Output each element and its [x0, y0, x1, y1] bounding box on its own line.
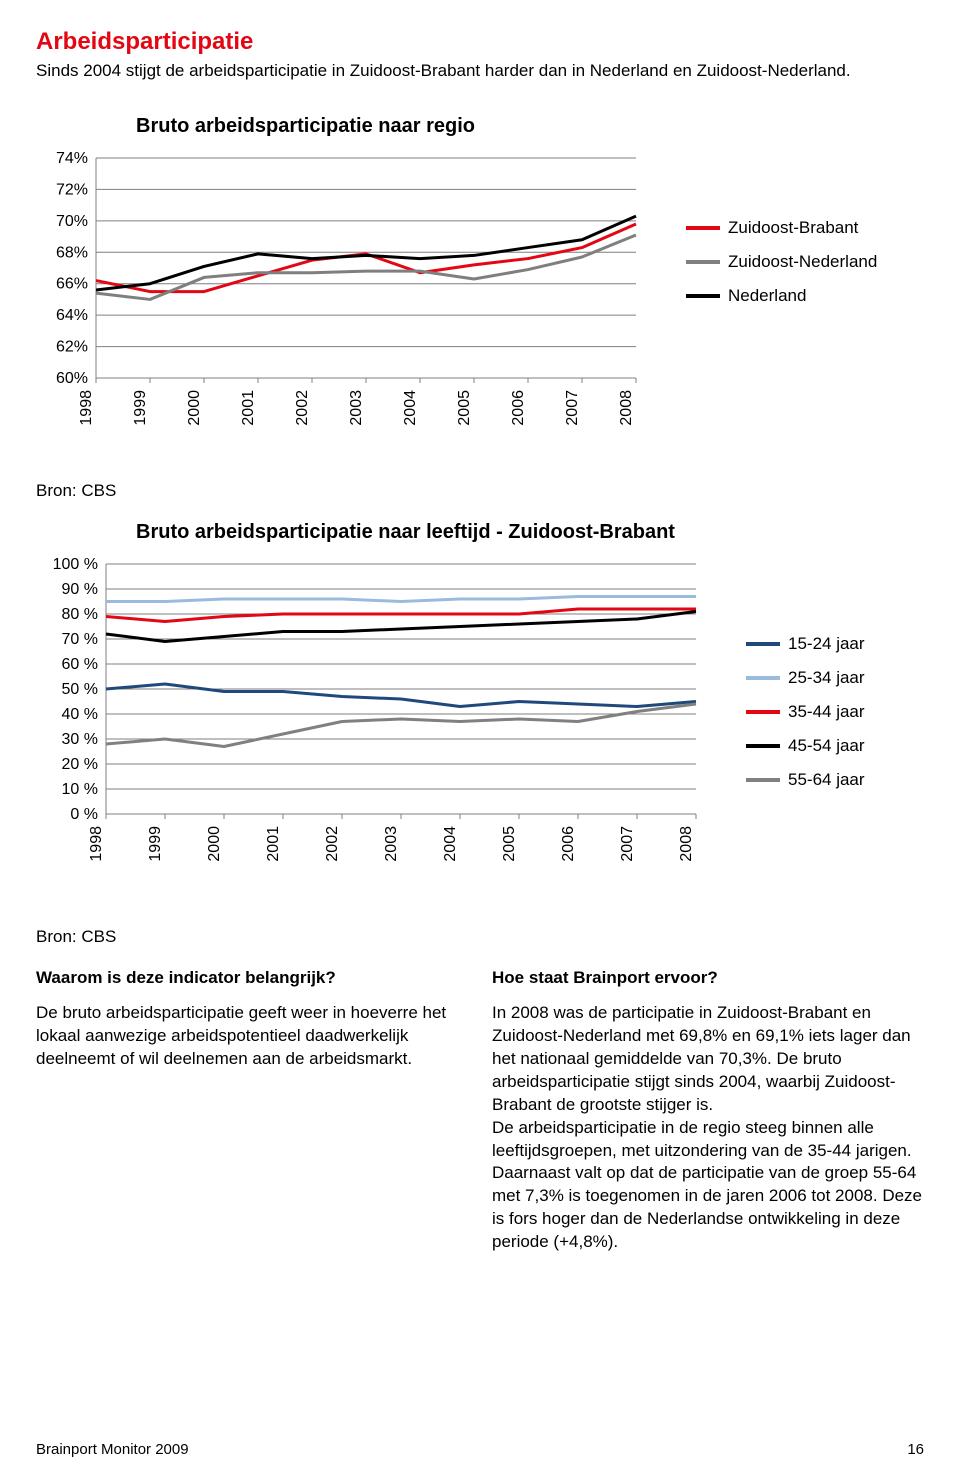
- legend-item: 55-64 jaar: [746, 770, 865, 790]
- legend-swatch: [746, 642, 780, 646]
- svg-text:2007: 2007: [619, 826, 636, 862]
- col-right: Hoe staat Brainport ervoor? In 2008 was …: [492, 967, 924, 1254]
- svg-text:80 %: 80 %: [62, 606, 98, 623]
- legend-item: 25-34 jaar: [746, 668, 865, 688]
- svg-text:70%: 70%: [56, 213, 88, 230]
- left-body: De bruto arbeidsparticipatie geeft weer …: [36, 1002, 468, 1071]
- legend-swatch: [686, 260, 720, 264]
- chart-regio: Bruto arbeidsparticipatie naar regio 60%…: [36, 115, 924, 453]
- legend-item: Zuidoost-Nederland: [686, 252, 877, 272]
- svg-text:62%: 62%: [56, 339, 88, 356]
- right-heading: Hoe staat Brainport ervoor?: [492, 967, 924, 990]
- svg-text:0 %: 0 %: [70, 806, 98, 823]
- legend-item: Nederland: [686, 286, 877, 306]
- legend-swatch: [686, 294, 720, 298]
- legend-swatch: [746, 676, 780, 680]
- legend-item: 45-54 jaar: [746, 736, 865, 756]
- footer-right: 16: [907, 1441, 924, 1458]
- svg-text:68%: 68%: [56, 244, 88, 261]
- svg-text:90 %: 90 %: [62, 581, 98, 598]
- svg-text:2002: 2002: [324, 826, 341, 862]
- legend-label: Zuidoost-Brabant: [728, 218, 858, 238]
- svg-text:2008: 2008: [678, 826, 695, 862]
- svg-text:1999: 1999: [147, 826, 164, 862]
- svg-text:1999: 1999: [132, 390, 149, 426]
- page-title: Arbeidsparticipatie: [36, 28, 924, 56]
- chart-leeftijd: Bruto arbeidsparticipatie naar leeftijd …: [36, 521, 924, 899]
- svg-text:40 %: 40 %: [62, 706, 98, 723]
- source-label-2: Bron: CBS: [36, 927, 924, 947]
- svg-text:2004: 2004: [442, 826, 459, 862]
- svg-text:10 %: 10 %: [62, 781, 98, 798]
- svg-text:1998: 1998: [78, 390, 95, 426]
- chart2-plot: 0 % 10 % 20 % 30 % 40 % 50 % 60 % 70 % 80 % 90 % 1…: [36, 554, 716, 899]
- chart2-title: Bruto arbeidsparticipatie naar leeftijd …: [136, 521, 924, 544]
- svg-text:2001: 2001: [240, 390, 257, 426]
- legend-label: 35-44 jaar: [788, 702, 865, 722]
- page-subtitle: Sinds 2004 stijgt de arbeidsparticipatie…: [36, 60, 924, 83]
- svg-text:2000: 2000: [186, 390, 203, 426]
- info-columns: Waarom is deze indicator belangrijk? De …: [36, 967, 924, 1254]
- chart1-legend: Zuidoost-Brabant Zuidoost-Nederland Nederl…: [686, 148, 877, 320]
- legend-item: 35-44 jaar: [746, 702, 865, 722]
- footer-left: Brainport Monitor 2009: [36, 1441, 189, 1458]
- svg-text:2001: 2001: [265, 826, 282, 862]
- svg-text:66%: 66%: [56, 276, 88, 293]
- legend-label: 55-64 jaar: [788, 770, 865, 790]
- chart2-legend: 15-24 jaar 25-34 jaar 35-44 jaar 45-54 jaar…: [746, 554, 865, 804]
- svg-text:50 %: 50 %: [62, 681, 98, 698]
- svg-text:1998: 1998: [88, 826, 105, 862]
- svg-text:20 %: 20 %: [62, 756, 98, 773]
- svg-text:2003: 2003: [383, 826, 400, 862]
- svg-text:2006: 2006: [510, 390, 527, 426]
- svg-text:2005: 2005: [456, 390, 473, 426]
- svg-text:64%: 64%: [56, 307, 88, 324]
- svg-text:30 %: 30 %: [62, 731, 98, 748]
- svg-text:60%: 60%: [56, 370, 88, 387]
- svg-text:74%: 74%: [56, 150, 88, 167]
- legend-label: 45-54 jaar: [788, 736, 865, 756]
- svg-text:2002: 2002: [294, 390, 311, 426]
- legend-swatch: [746, 744, 780, 748]
- left-heading: Waarom is deze indicator belangrijk?: [36, 967, 468, 990]
- legend-swatch: [686, 226, 720, 230]
- legend-label: Zuidoost-Nederland: [728, 252, 877, 272]
- svg-text:2008: 2008: [618, 390, 635, 426]
- svg-text:2004: 2004: [402, 390, 419, 426]
- svg-text:2003: 2003: [348, 390, 365, 426]
- legend-item: Zuidoost-Brabant: [686, 218, 877, 238]
- page-footer: Brainport Monitor 2009 16: [36, 1441, 924, 1458]
- svg-text:2006: 2006: [560, 826, 577, 862]
- legend-swatch: [746, 710, 780, 714]
- legend-swatch: [746, 778, 780, 782]
- legend-label: Nederland: [728, 286, 806, 306]
- svg-text:60 %: 60 %: [62, 656, 98, 673]
- svg-text:2007: 2007: [564, 390, 581, 426]
- svg-text:70 %: 70 %: [62, 631, 98, 648]
- right-body: In 2008 was de participatie in Zuidoost-…: [492, 1002, 924, 1254]
- svg-text:100 %: 100 %: [53, 556, 98, 573]
- legend-item: 15-24 jaar: [746, 634, 865, 654]
- legend-label: 15-24 jaar: [788, 634, 865, 654]
- col-left: Waarom is deze indicator belangrijk? De …: [36, 967, 468, 1254]
- svg-text:2005: 2005: [501, 826, 518, 862]
- source-label-1: Bron: CBS: [36, 481, 924, 501]
- svg-text:72%: 72%: [56, 181, 88, 198]
- chart1-title: Bruto arbeidsparticipatie naar regio: [136, 115, 924, 138]
- legend-label: 25-34 jaar: [788, 668, 865, 688]
- svg-text:2000: 2000: [206, 826, 223, 862]
- chart1-plot: 60% 62% 64% 66% 68% 70% 72% 74% 1998 1999 2000 2001…: [36, 148, 656, 453]
